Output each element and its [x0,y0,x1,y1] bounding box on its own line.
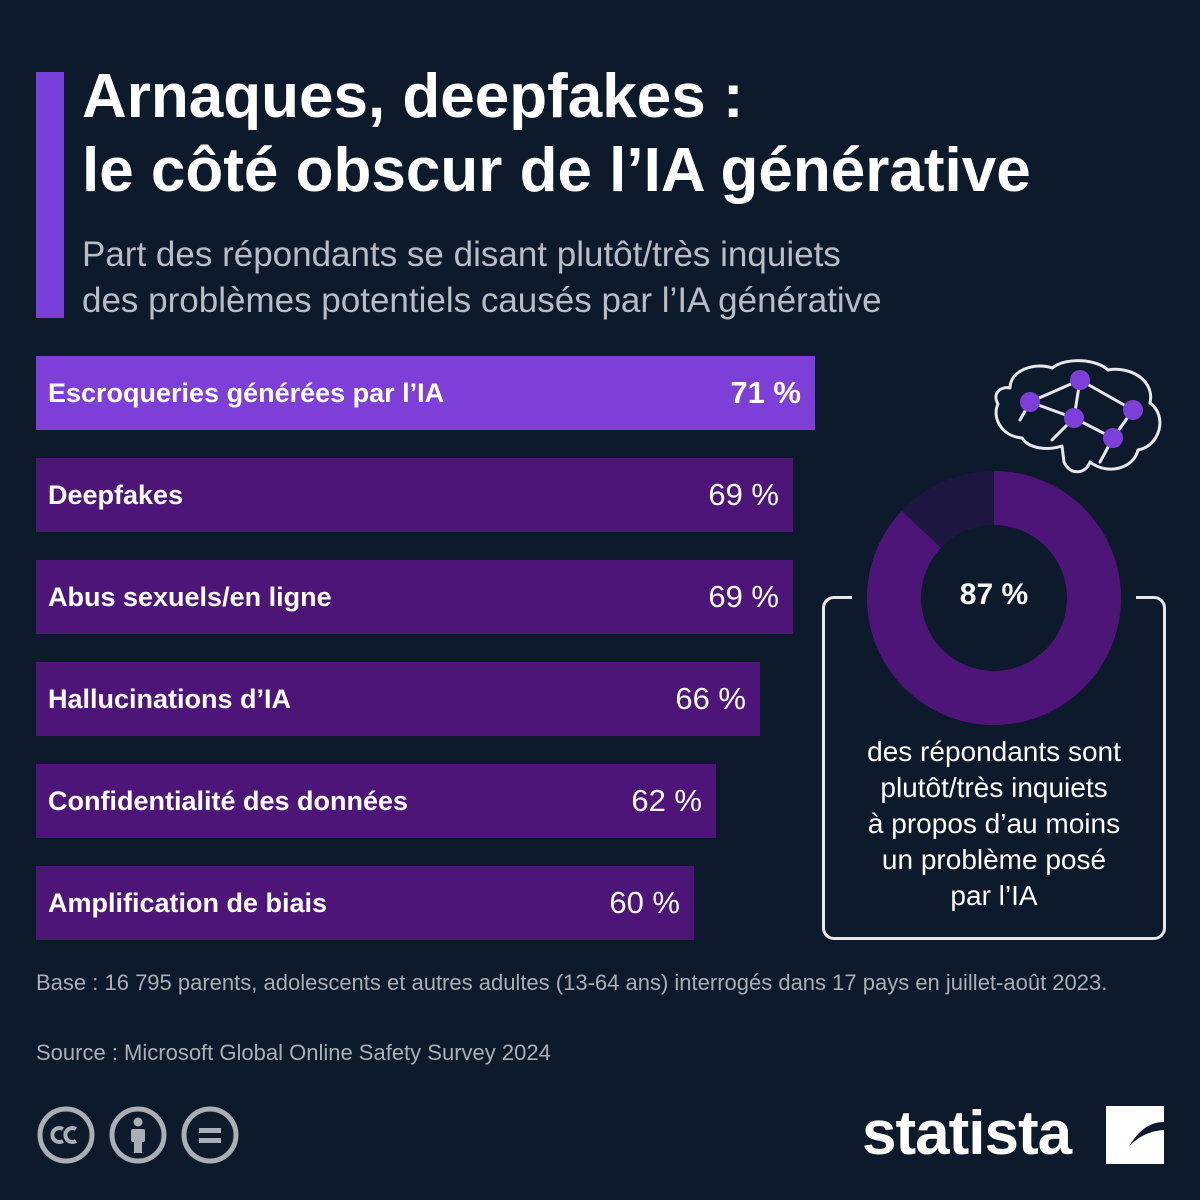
bar: Hallucinations d’IA 66 % [36,662,760,736]
bar: Deepfakes 69 % [36,458,793,532]
bar-value-label: 62 % [631,783,702,818]
subtitle: Part des répondants se disant plutôt/trè… [82,232,1182,324]
title-line-2: le côté obscur de l’IA générative [82,136,1031,205]
bar-value-label: 66 % [675,681,746,716]
attribution-icon[interactable] [108,1105,168,1165]
statista-logo: statista [862,1099,1072,1168]
bar-value-label: 71 % [730,375,801,410]
page-title: Arnaques, deepfakes : le côté obscur de … [82,60,1182,208]
bar-value-label: 60 % [609,885,680,920]
title-line-1: Arnaques, deepfakes : [82,62,744,131]
bar-category-label: Confidentialité des données [48,786,409,816]
donut-value-arc [867,471,1121,725]
bar: Abus sexuels/en ligne 69 % [36,560,793,634]
bar-value-label: 69 % [708,477,779,512]
bar-category-label: Abus sexuels/en ligne [48,582,332,612]
statista-logo-mark-icon [1106,1106,1164,1164]
donut-chart [867,471,1121,725]
footnote-base: Base : 16 795 parents, adolescents et au… [36,970,1108,995]
callout-text-line: par l’IA [950,880,1038,911]
bar-category-label: Escroqueries générées par l’IA [48,378,445,408]
subtitle-line-2: des problèmes potentiels causés par l’IA… [82,281,882,320]
bar-chart: Escroqueries générées par l’IA 71 % Deepfa… [36,356,826,946]
bar: Confidentialité des données 62 % [36,764,716,838]
bar: Amplification de biais 60 % [36,866,694,940]
no-derivatives-icon[interactable] [180,1105,240,1165]
callout-text-line: plutôt/très inquiets [880,772,1108,803]
bar-category-label: Deepfakes [48,480,184,510]
subtitle-line-1: Part des répondants se disant plutôt/trè… [82,235,841,274]
callout-text-line: des répondants sont [867,736,1121,767]
footnote-source: Source : Microsoft Global Online Safety … [36,1040,551,1065]
bar-category-label: Amplification de biais [48,888,328,918]
callout-text-line: à propos d’au moins [867,808,1121,839]
cc-icon[interactable] [36,1105,96,1165]
brain-network-icon [994,359,1162,474]
bar-value-label: 69 % [708,579,779,614]
callout-text: des répondants sont plutôt/très inquiets… [832,734,1156,914]
bar: Escroqueries générées par l’IA 71 % [36,356,815,430]
license-icons [36,1105,246,1165]
title-accent-bar [36,72,64,318]
callout-text-line: un problème posé [881,844,1107,875]
bar-category-label: Hallucinations d’IA [48,684,292,714]
donut-value-label: 87 % [959,578,1029,611]
